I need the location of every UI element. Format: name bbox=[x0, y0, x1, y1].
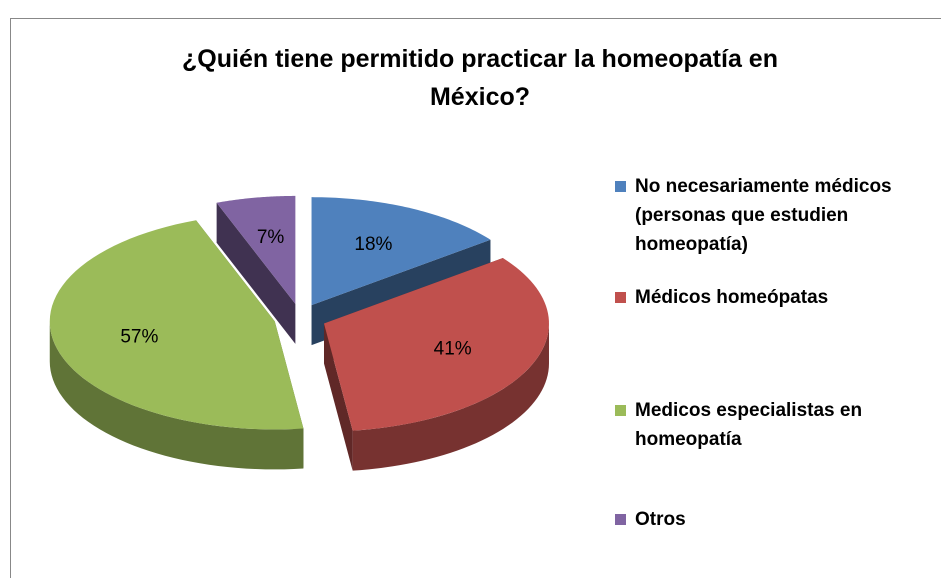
slice bbox=[323, 258, 549, 431]
slice bbox=[49, 220, 304, 430]
chart-border bbox=[10, 18, 941, 578]
legend-entry: Medicos especialistas en homeopatía bbox=[613, 396, 933, 454]
data-label: 18% bbox=[354, 234, 392, 255]
legend-label: Otros bbox=[635, 509, 686, 530]
legend-entry: No necesariamente médicos (personas que … bbox=[613, 172, 933, 259]
slice-wall bbox=[323, 323, 353, 471]
legend-swatch bbox=[615, 405, 626, 416]
data-label: 7% bbox=[257, 227, 285, 248]
legend-entry: Médicos homeópatas bbox=[613, 283, 933, 312]
legend-swatch bbox=[615, 181, 626, 192]
legend-label: Medicos especialistas en homeopatía bbox=[635, 400, 863, 450]
slice-wall bbox=[216, 202, 296, 344]
legend-label: No necesariamente médicos (personas que … bbox=[635, 176, 892, 255]
data-label: 57% bbox=[120, 327, 158, 348]
slice bbox=[311, 197, 491, 306]
legend-swatch bbox=[615, 292, 626, 303]
slice-wall bbox=[352, 323, 549, 471]
slice-wall bbox=[49, 321, 304, 470]
data-label: 41% bbox=[434, 338, 472, 359]
legend-entry: Otros bbox=[613, 505, 933, 534]
chart-title: ¿Quién tiene permitido practicar la home… bbox=[182, 45, 778, 111]
legend-swatch bbox=[615, 514, 626, 525]
slice bbox=[216, 195, 296, 304]
slice-side bbox=[216, 202, 296, 344]
legend-label: Médicos homeópatas bbox=[635, 287, 829, 308]
